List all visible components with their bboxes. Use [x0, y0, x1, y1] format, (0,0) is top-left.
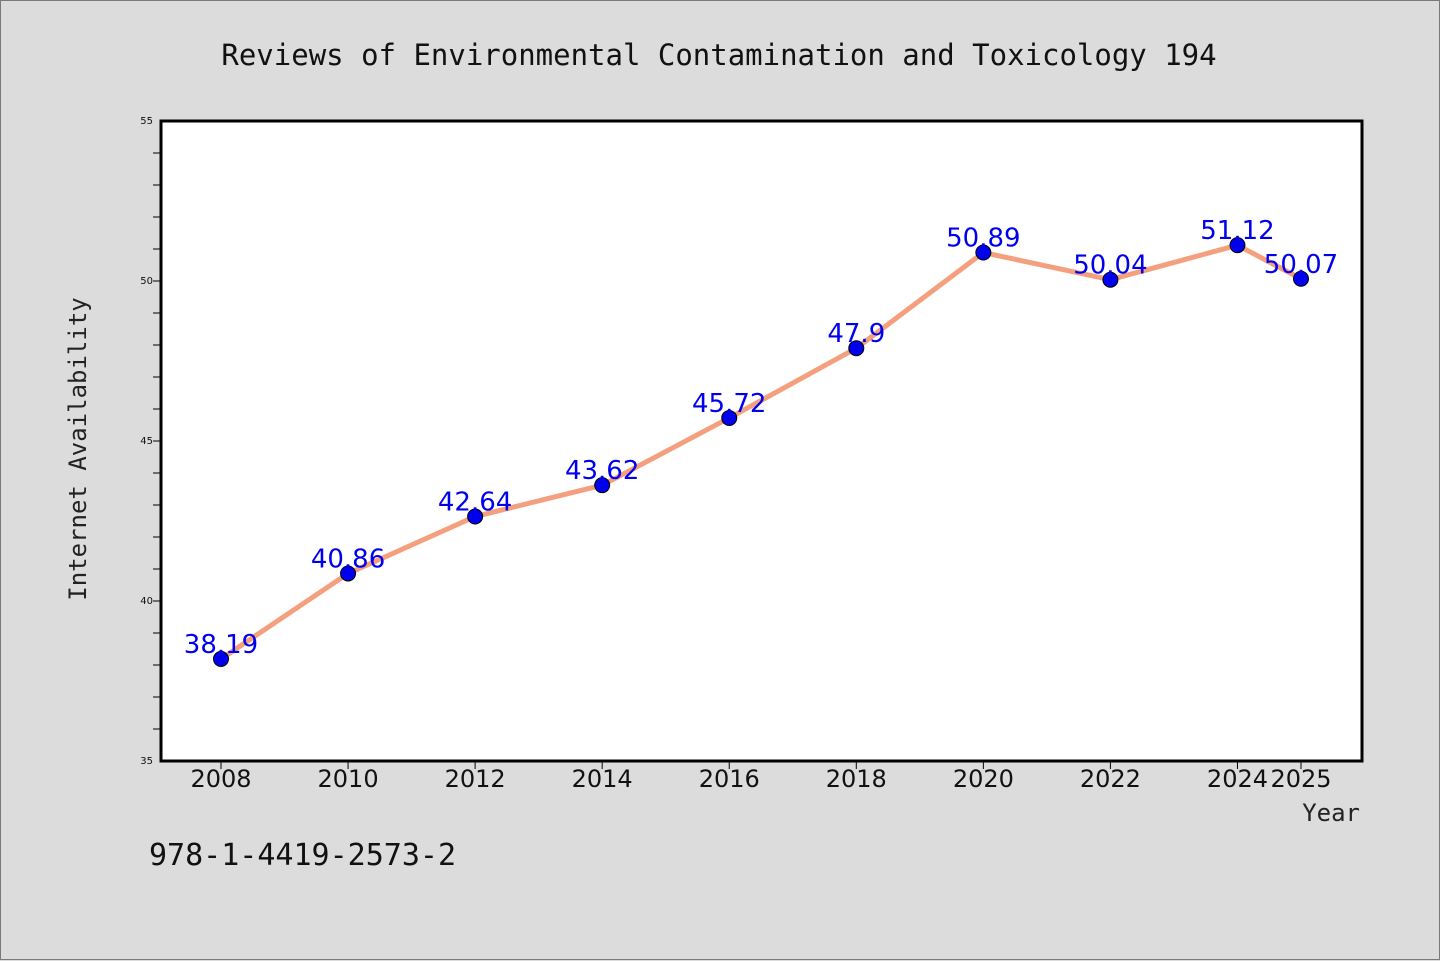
x-tick-label: 2014: [572, 765, 633, 793]
data-label: 40.86: [311, 544, 385, 574]
chart-title: Reviews of Environmental Contamination a…: [221, 38, 1216, 72]
y-tick-label: 50: [140, 276, 153, 287]
data-point: [340, 565, 357, 582]
x-tick-label: 2024: [1207, 765, 1268, 793]
data-point: [1102, 271, 1119, 288]
y-axis-label: Internet Availability: [64, 297, 92, 600]
data-label: 43.62: [565, 456, 639, 486]
y-tick-label: 55: [140, 116, 153, 127]
x-tick-label: 2022: [1080, 765, 1141, 793]
data-label: 50.89: [946, 224, 1020, 254]
data-point: [1293, 270, 1309, 287]
plot-frame: [159, 119, 1364, 763]
data-label: 47.9: [827, 319, 885, 349]
x-axis-ticks: 2008 2010 2012 2014 2016 2018 2020 2022 2024 2025: [190, 761, 1332, 793]
x-tick-label: 2025: [1270, 765, 1331, 793]
data-label: 51.12: [1200, 216, 1274, 246]
y-tick-label: 40: [140, 596, 153, 607]
data-label: 50.07: [1264, 250, 1338, 280]
data-point: [848, 340, 865, 357]
data-label: 38.19: [184, 630, 258, 660]
x-tick-label: 2008: [190, 765, 251, 793]
isbn-footer: 978-1-4419-2573-2: [149, 838, 456, 873]
data-point: [467, 508, 484, 525]
data-point: [1229, 237, 1246, 254]
marker-layer: [213, 237, 1309, 667]
y-tick-label: 45: [140, 436, 153, 447]
y-tick-label: 35: [140, 756, 153, 767]
series-layer: [218, 242, 1304, 662]
data-label: 45.72: [692, 389, 766, 419]
x-tick-label: 2010: [318, 765, 379, 793]
x-tick-label: 2012: [445, 765, 506, 793]
x-axis-label: Year: [1302, 799, 1360, 827]
data-point: [594, 477, 611, 494]
plot-area: [161, 121, 1362, 761]
data-label-layer: 38.19 40.86 42.64 43.62 45.72 47.9 50.89 50.04 5…: [184, 216, 1338, 660]
data-point: [975, 244, 992, 261]
data-label: 42.64: [438, 488, 512, 518]
data-point: [213, 650, 229, 667]
data-label: 50.04: [1073, 251, 1147, 281]
data-point: [721, 409, 738, 426]
series-line: [218, 242, 1304, 662]
x-tick-label: 2020: [953, 765, 1014, 793]
y-axis-ticks: 35 40 45 50 55: [140, 116, 161, 767]
x-tick-label: 2016: [699, 765, 760, 793]
x-tick-label: 2018: [826, 765, 887, 793]
